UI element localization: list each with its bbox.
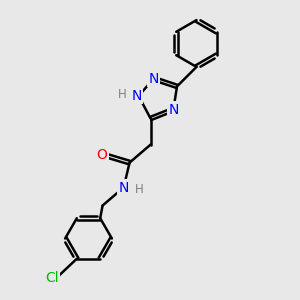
Text: N: N — [118, 181, 129, 194]
Text: N: N — [168, 103, 178, 116]
Text: H: H — [118, 88, 127, 101]
Text: N: N — [132, 89, 142, 103]
Text: H: H — [135, 183, 144, 196]
Text: N: N — [148, 72, 159, 86]
Text: Cl: Cl — [45, 272, 58, 285]
Text: O: O — [97, 148, 107, 162]
